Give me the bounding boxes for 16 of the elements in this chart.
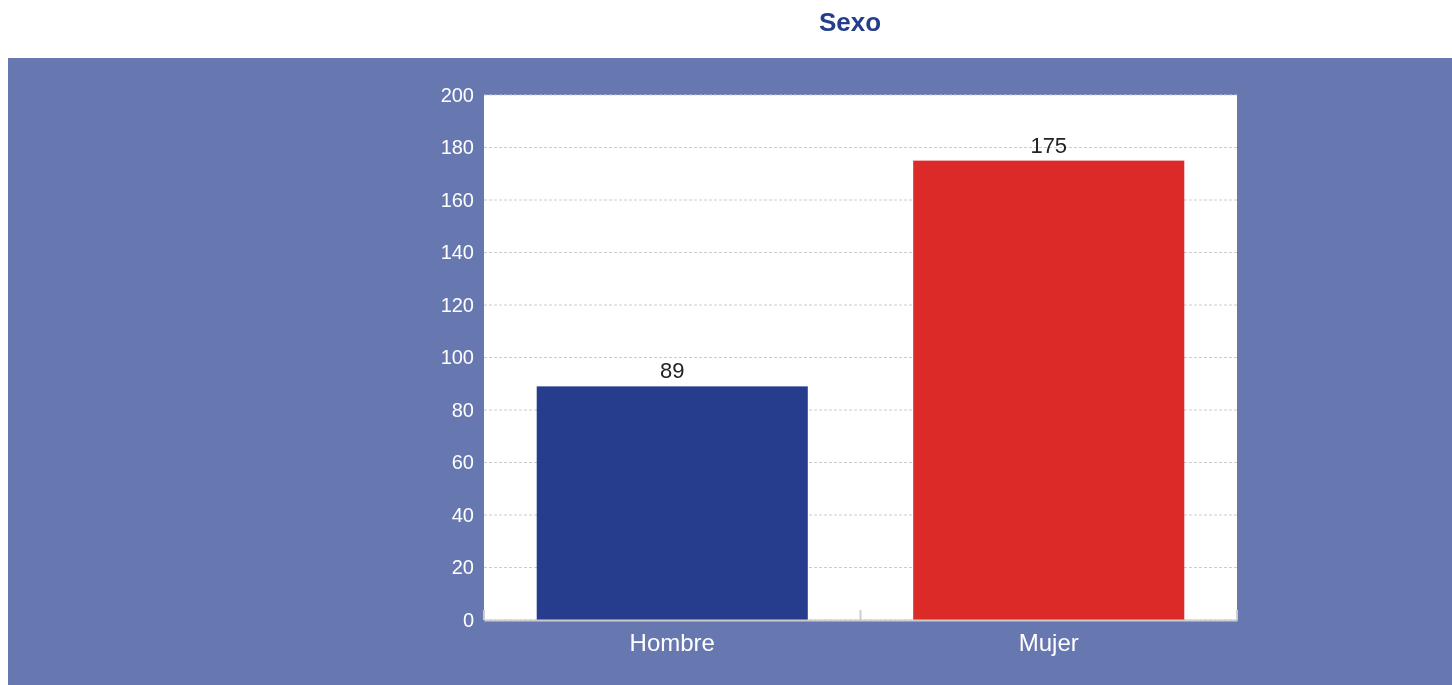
y-tick-label: 60 (451, 451, 474, 474)
y-tick-label: 180 (440, 136, 474, 159)
y-tick-label: 100 (440, 346, 474, 369)
x-tick-label: Hombre (629, 629, 715, 657)
x-tick-label: Mujer (1018, 629, 1079, 657)
data-label: 175 (1030, 132, 1068, 158)
chart-title: Sexo (818, 7, 882, 37)
y-tick-label: 140 (440, 241, 474, 264)
y-tick-label: 120 (440, 293, 474, 316)
y-tick-label: 20 (451, 556, 474, 579)
y-tick-label: 40 (451, 503, 474, 526)
y-tick-label: 0 (462, 608, 474, 631)
y-tick-label: 200 (440, 83, 474, 106)
y-tick-label: 80 (451, 398, 474, 421)
data-label: 89 (660, 358, 685, 384)
y-tick-label: 160 (440, 188, 474, 211)
